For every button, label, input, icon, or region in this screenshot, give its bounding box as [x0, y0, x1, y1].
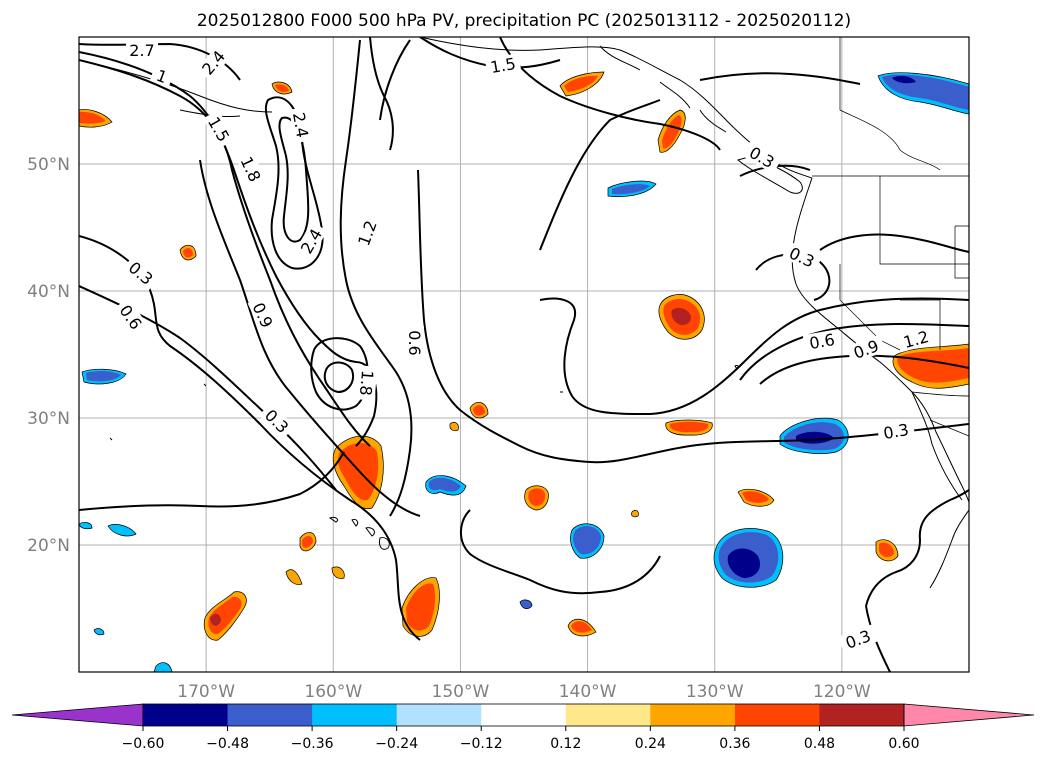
precip-blob [79, 111, 106, 124]
precip-blob [428, 477, 461, 492]
precip-blob [612, 184, 650, 195]
precip-blob [742, 491, 769, 503]
contour-label: 2.4 [289, 111, 312, 139]
precip-blob [519, 599, 533, 609]
precip-blob [302, 536, 313, 548]
longitude-tick-label: 130°W [686, 682, 744, 702]
precip-blob [528, 488, 546, 506]
colorbar-tick-label: −0.36 [291, 736, 334, 752]
precip-blob [727, 548, 761, 578]
latitude-tick-label: 30°N [27, 409, 70, 429]
contour-label: 0.6 [405, 330, 424, 355]
colorbar: −0.60 −0.48 −0.36 −0.24 −0.12 0.12 0.24 0.36 0.4… [11, 703, 1035, 752]
precip-blob [86, 370, 121, 382]
precip-blob [573, 526, 601, 555]
colorbar-bin [312, 704, 398, 726]
colorbar-tick-label: −0.12 [460, 736, 503, 752]
precip-blob [338, 443, 379, 501]
precip-blob [93, 628, 105, 636]
precip-blob [662, 115, 682, 149]
contour-label: 1.5 [489, 54, 517, 77]
colorbar-extend-min [11, 703, 144, 727]
precip-blob [275, 84, 289, 92]
colorbar-tick-label: 0.48 [804, 736, 835, 752]
precip-blob [631, 510, 639, 518]
colorbar-bin [396, 704, 482, 726]
gridlines [79, 37, 969, 672]
longitude-tick-label: 170°W [177, 682, 235, 702]
colorbar-bin [650, 704, 736, 726]
precip-blob [571, 621, 592, 633]
precip-blob [669, 421, 709, 433]
longitude-tick-label: 140°W [559, 682, 617, 702]
latitude-tick-label: 50°N [27, 155, 70, 175]
precip-blob [449, 422, 459, 432]
colorbar-tick-label: 0.24 [635, 736, 666, 752]
latitude-labels: 20°N 30°N 40°N 50°N [27, 155, 70, 556]
political-borders [812, 37, 969, 437]
colorbar-tick-label: −0.24 [375, 736, 418, 752]
precip-blob [882, 74, 969, 110]
colorbar-tick-label: 0.60 [888, 736, 919, 752]
colorbar-bin [481, 704, 567, 726]
colorbar-tick-label: −0.60 [122, 736, 165, 752]
latitude-tick-label: 20°N [27, 536, 70, 556]
longitude-tick-label: 150°W [432, 682, 490, 702]
precip-blob [564, 75, 598, 92]
precip-blob [183, 247, 193, 258]
colorbar-frame [142, 703, 905, 727]
colorbar-extend-max [903, 703, 1035, 727]
colorbar-tick-label: 0.36 [719, 736, 750, 752]
colorbar-bin [143, 704, 229, 726]
colorbar-tick-label: −0.48 [206, 736, 249, 752]
contour-label: 0.3 [882, 420, 910, 443]
colorbar-tick-label: 0.12 [550, 736, 581, 752]
longitude-labels: 170°W 160°W 150°W 140°W 130°W 120°W [177, 682, 871, 702]
contour-label: 0.6 [808, 330, 836, 353]
contour-label: 1.8 [356, 369, 377, 396]
precip-blob [406, 583, 436, 631]
contour-label: 2.7 [129, 41, 154, 60]
precip-blob [153, 662, 173, 672]
precip-blob [473, 405, 485, 416]
precip-blob [671, 307, 691, 326]
map-frame [78, 36, 970, 673]
latitude-tick-label: 40°N [27, 282, 70, 302]
colorbar-bin [565, 704, 651, 726]
precip-blob [331, 566, 345, 579]
precip-blob [897, 348, 969, 383]
longitude-tick-label: 120°W [813, 682, 871, 702]
precip-blob [879, 542, 894, 558]
precip-blob [79, 522, 93, 530]
precip-blob [210, 613, 221, 626]
map-content: 2.7 2.4 1 1.5 1.5 1.8 2.4 2.4 1.2 0.3 0.… [79, 37, 969, 672]
colorbar-bin [734, 704, 820, 726]
longitude-tick-label: 160°W [304, 682, 362, 702]
precip-blob [892, 75, 916, 84]
colorbar-bin [227, 704, 313, 726]
precip-blob [107, 524, 137, 537]
figure-title: 2025012800 F000 500 hPa PV, precipitatio… [197, 11, 851, 31]
precip-blob [285, 569, 303, 585]
colorbar-bin [819, 704, 905, 726]
precipitation-shading [79, 71, 969, 672]
